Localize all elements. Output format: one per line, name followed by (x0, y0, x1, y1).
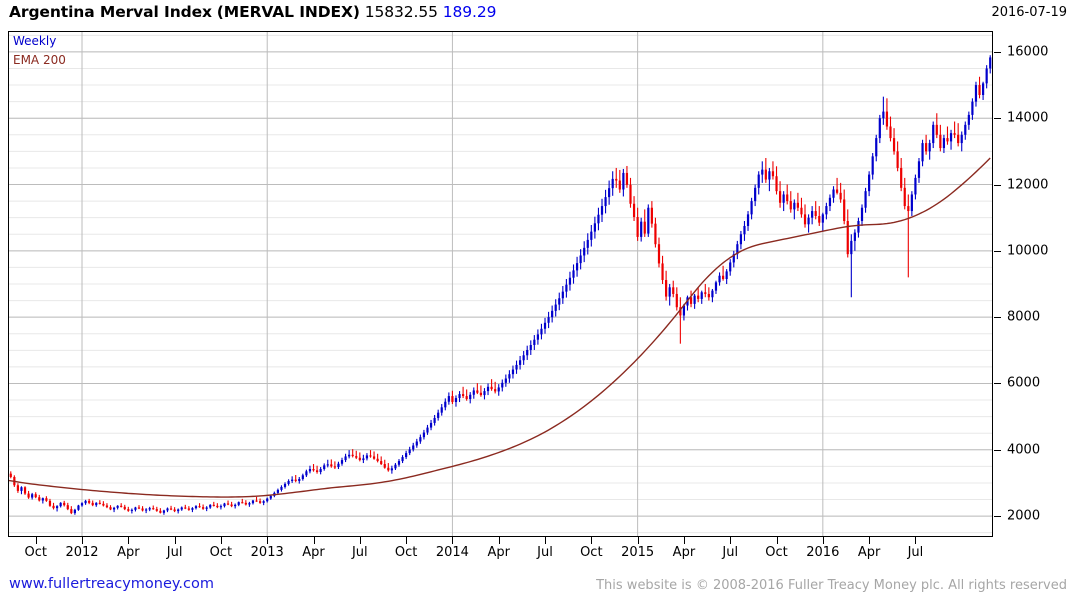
y-tick-label: 12000 (1007, 177, 1049, 193)
grid-vertical-lines (81, 32, 824, 536)
x-tick-label: Oct (394, 545, 418, 560)
site-url[interactable]: www.fullertreacymoney.com (9, 576, 214, 592)
x-axis: Oct 2012 Apr Jul Oct 2013 Apr Jul Oct 2014 Apr Jul O… (8, 537, 993, 567)
x-tick-mark (35, 537, 37, 544)
y-tick-mark (994, 516, 1001, 518)
x-tick-mark (869, 537, 871, 544)
candlestick-series (9, 55, 992, 515)
grid-major-lines (9, 51, 992, 517)
x-tick-mark (82, 537, 83, 544)
x-tick-mark (452, 537, 454, 544)
chart-header: Argentina Merval Index (MERVAL INDEX) 15… (0, 0, 1075, 28)
y-tick-mark (994, 118, 1001, 120)
x-tick-mark (591, 537, 593, 544)
x-tick-mark (313, 537, 315, 544)
price-chart[interactable] (8, 31, 993, 537)
x-tick-label: Apr (487, 545, 510, 560)
y-axis: 2000 4000 6000 8000 10000 12000 14000 16000 (994, 31, 1075, 537)
x-tick-label: 2012 (65, 545, 99, 560)
x-tick-mark (545, 537, 547, 544)
grid-minor-lines (9, 34, 992, 534)
x-tick-label: Apr (672, 545, 696, 560)
x-tick-mark (776, 537, 778, 544)
x-tick-mark (220, 537, 222, 544)
y-tick-label: 10000 (1007, 243, 1049, 259)
x-tick-label: 2013 (250, 545, 284, 560)
x-tick-mark (128, 537, 130, 544)
x-tick-label: 2016 (806, 545, 840, 560)
page-footer: www.fullertreacymoney.com This website i… (0, 573, 1075, 600)
x-tick-mark (683, 537, 685, 544)
copyright-notice: This website is © 2008-2016 Fuller Treac… (596, 578, 1067, 593)
y-tick-mark (994, 51, 1001, 53)
x-tick-label: 2015 (621, 545, 655, 560)
last-price: 15832.55 (364, 3, 438, 21)
y-tick-label: 6000 (1007, 375, 1041, 391)
y-tick-label: 4000 (1007, 442, 1041, 458)
x-tick-mark (730, 537, 732, 544)
x-tick-mark (822, 537, 824, 544)
x-tick-label: Apr (302, 545, 325, 560)
ema200-line (9, 157, 991, 498)
x-tick-label: Apr (857, 545, 881, 560)
x-tick-mark (637, 537, 639, 544)
instrument-name: Argentina Merval Index (9, 3, 212, 21)
y-tick-mark (994, 317, 1001, 319)
instrument-symbol: (MERVAL INDEX) (216, 3, 360, 21)
x-tick-mark (174, 537, 176, 544)
x-tick-label: Oct (209, 545, 233, 560)
y-tick-mark (994, 184, 1001, 186)
x-tick-label: Jul (166, 545, 183, 560)
y-tick-label: 16000 (1007, 44, 1049, 60)
x-tick-label: Oct (765, 545, 788, 560)
page-title: Argentina Merval Index (MERVAL INDEX) 15… (9, 3, 496, 21)
x-tick-label: Jul (537, 545, 553, 560)
x-tick-label: Oct (24, 545, 47, 560)
x-tick-label: Jul (351, 545, 368, 560)
x-tick-mark (498, 537, 500, 544)
x-tick-label: Oct (580, 545, 603, 560)
x-tick-mark (406, 537, 408, 544)
y-tick-mark (994, 383, 1001, 385)
x-tick-mark (915, 537, 917, 544)
y-tick-label: 14000 (1007, 110, 1049, 126)
x-tick-mark (359, 537, 361, 544)
x-tick-label: Jul (907, 545, 924, 560)
y-tick-label: 8000 (1007, 309, 1041, 325)
x-tick-label: Jul (722, 545, 739, 560)
y-tick-label: 2000 (1007, 508, 1041, 524)
candlestick-plot (9, 32, 992, 536)
x-tick-mark (267, 537, 269, 544)
x-tick-label: 2014 (435, 545, 469, 560)
y-tick-mark (994, 449, 1001, 451)
y-tick-mark (994, 250, 1001, 252)
price-change: 189.29 (442, 3, 497, 21)
quote-date: 2016-07-19 (991, 5, 1067, 20)
x-tick-label: Apr (117, 545, 140, 560)
